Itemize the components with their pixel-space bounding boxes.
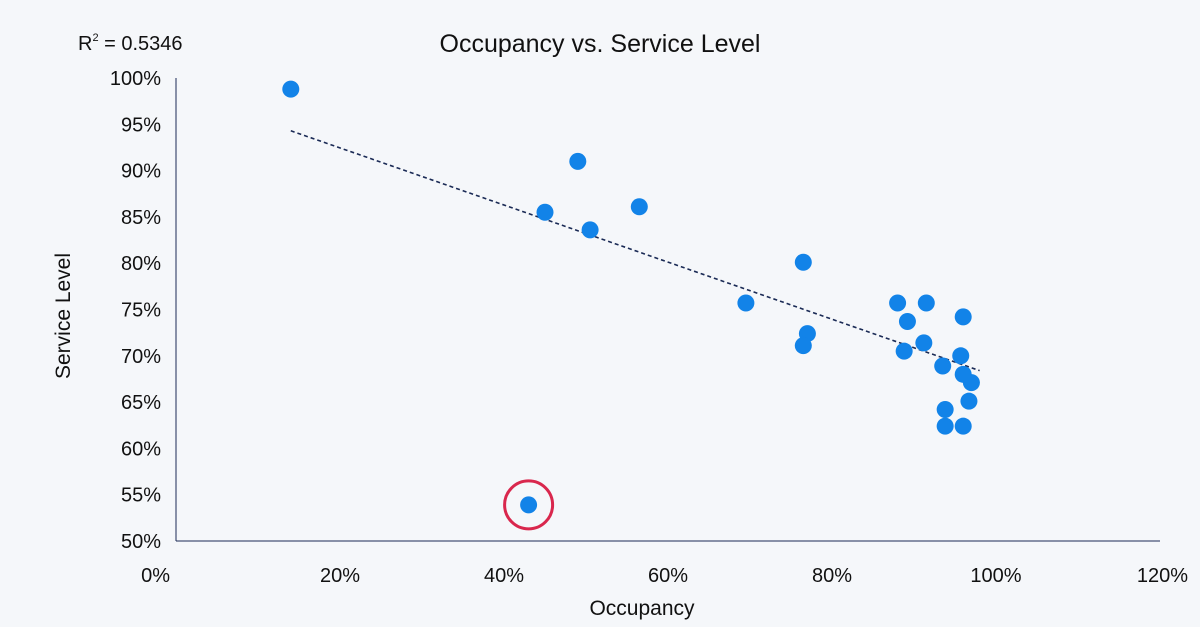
y-tick-label: 75% [121,300,161,322]
y-tick-label: 90% [121,161,161,183]
y-tick-label: 65% [121,392,161,414]
data-point [915,334,933,352]
data-point [934,357,952,375]
y-tick-label: 95% [121,114,161,136]
y-tick-label: 55% [121,485,161,507]
data-point [581,221,599,239]
data-point [569,152,587,170]
y-axis-ticks: 100% 95% 90% 85% 80% 75% 70% 65% 60% 55% 50% [110,68,161,553]
y-tick-label: 85% [121,207,161,229]
data-point [936,401,954,419]
trendline-layer [290,130,980,372]
y-tick-label: 70% [121,346,161,368]
y-tick-label: 80% [121,253,161,275]
data-point [898,313,916,331]
data-point [520,496,538,514]
y-axis-title: Service Level [52,253,75,379]
data-point [630,198,648,216]
r-squared-label: R2 = 0.5346 [78,32,183,55]
data-point [936,417,954,435]
r-squared-prefix: R [78,33,92,55]
x-tick-label: 60% [648,565,688,587]
data-point [794,337,812,355]
r-squared-superscript: 2 [92,32,98,44]
x-tick-label: 20% [320,565,360,587]
data-point [954,417,972,435]
y-tick-label: 60% [121,438,161,460]
r-squared-value: = 0.5346 [99,33,183,55]
data-point [960,392,978,410]
x-tick-label: 0% [141,565,170,587]
y-tick-label: 50% [121,531,161,553]
data-point [536,203,554,221]
data-point [889,294,907,312]
data-point [794,253,812,271]
x-tick-label: 100% [970,565,1021,587]
data-point [895,342,913,360]
outlier-highlight-circle [503,479,555,531]
data-point [737,294,755,312]
x-tick-label: 40% [484,565,524,587]
data-point [917,294,935,312]
data-point [962,374,980,392]
data-point [954,308,972,326]
highlight-layer [503,479,555,531]
y-tick-label: 100% [110,68,161,90]
data-point [952,347,970,365]
x-tick-label: 80% [812,565,852,587]
data-points-layer [282,80,980,514]
data-point [282,80,300,98]
x-axis-title: Occupancy [589,597,695,620]
x-tick-label: 120% [1137,565,1188,587]
trendline [290,130,980,372]
x-axis-ticks: 0% 20% 40% 60% 80% 100% 120% [141,565,1188,587]
chart-title: Occupancy vs. Service Level [440,30,761,58]
